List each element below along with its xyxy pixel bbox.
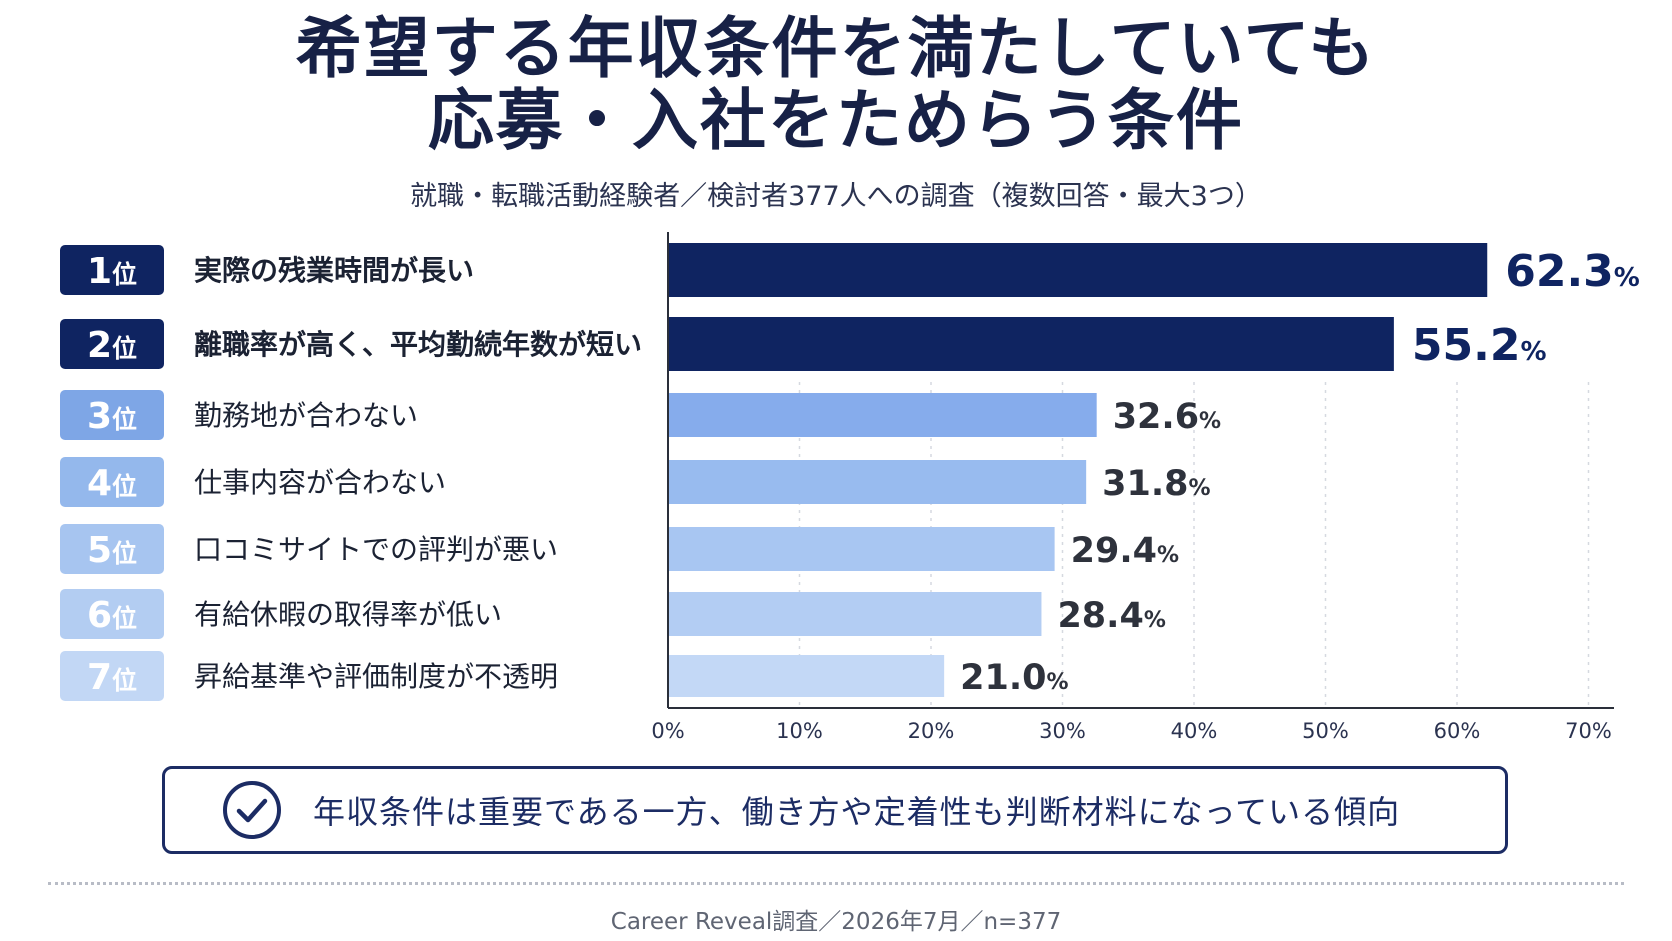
bar [668,460,1087,504]
value-label: 62.3% [1505,246,1640,297]
bar-chart: 0% 10% 20% 30% 40% 50% 60% 70% 1位 実際の残業時間が長い 62.3%… [60,232,1640,740]
x-tick-label: 60% [1434,719,1481,740]
value-label: 55.2% [1412,320,1547,371]
rank-badge [60,524,164,574]
x-tick-label: 70% [1565,719,1612,740]
chart-axes [667,232,1614,709]
category-label: 仕事内容が合わない [194,466,446,499]
bar [668,527,1055,571]
category-label: 昇給基準や評価制度が不透明 [194,660,558,693]
value-label: 21.0% [960,658,1068,698]
chart-bars [668,243,1488,697]
value-label: 32.6% [1113,397,1221,437]
x-tick-label: 10% [776,719,823,740]
check-circle-icon [223,781,281,839]
bar [668,655,945,697]
chart-labels: 0% 10% 20% 30% 40% 50% 60% 70% 1位 実際の残業時間が長い 62.3%… [60,245,1640,740]
rank-label: 1位 [87,251,137,292]
rank-label: 2位 [87,325,137,366]
rank-badge [60,390,164,440]
page-title-line1: 希望する年収条件を満たしていても [295,10,1377,87]
bar [668,592,1042,636]
footer-divider [48,882,1624,885]
category-label: 勤務地が合わない [194,399,418,432]
x-tick-label: 50% [1302,719,1349,740]
rank-label: 5位 [87,530,137,571]
category-label: 離職率が高く、平均勤続年数が短い [194,328,642,361]
rank-label: 6位 [87,595,137,636]
value-label: 31.8% [1102,464,1210,504]
conclusion-box: 年収条件は重要である一方、働き方や定着性も判断材料になっている傾向 [162,766,1508,854]
rank-badge [60,245,164,295]
rank-badge [60,651,164,701]
category-label: 実際の残業時間が長い [194,254,474,287]
category-label: 有給休暇の取得率が低い [194,598,502,631]
bar [668,393,1097,437]
x-tick-label: 0% [651,719,684,740]
conclusion-text: 年収条件は重要である一方、働き方や定着性も判断材料になっている傾向 [313,793,1401,831]
page-title-line2: 応募・入社をためらう条件 [428,82,1244,159]
rank-label: 4位 [87,463,137,504]
rank-badge [60,457,164,507]
rank-label: 3位 [87,396,137,437]
value-label: 28.4% [1057,596,1165,636]
source-note: Career Reveal調査／2026年7月／n=377 [610,909,1062,935]
x-tick-label: 30% [1039,719,1086,740]
rank-label: 7位 [87,657,137,698]
page-subtitle: 就職・転職活動経験者／検討者377人への調査（複数回答・最大3つ） [410,181,1262,212]
x-tick-label: 20% [908,719,955,740]
bar [668,243,1488,297]
rank-badge [60,589,164,639]
value-label: 29.4% [1071,531,1179,571]
bar [668,317,1394,371]
rank-badge [60,319,164,369]
category-label: 口コミサイトでの評判が悪い [194,533,558,566]
x-tick-label: 40% [1171,719,1218,740]
